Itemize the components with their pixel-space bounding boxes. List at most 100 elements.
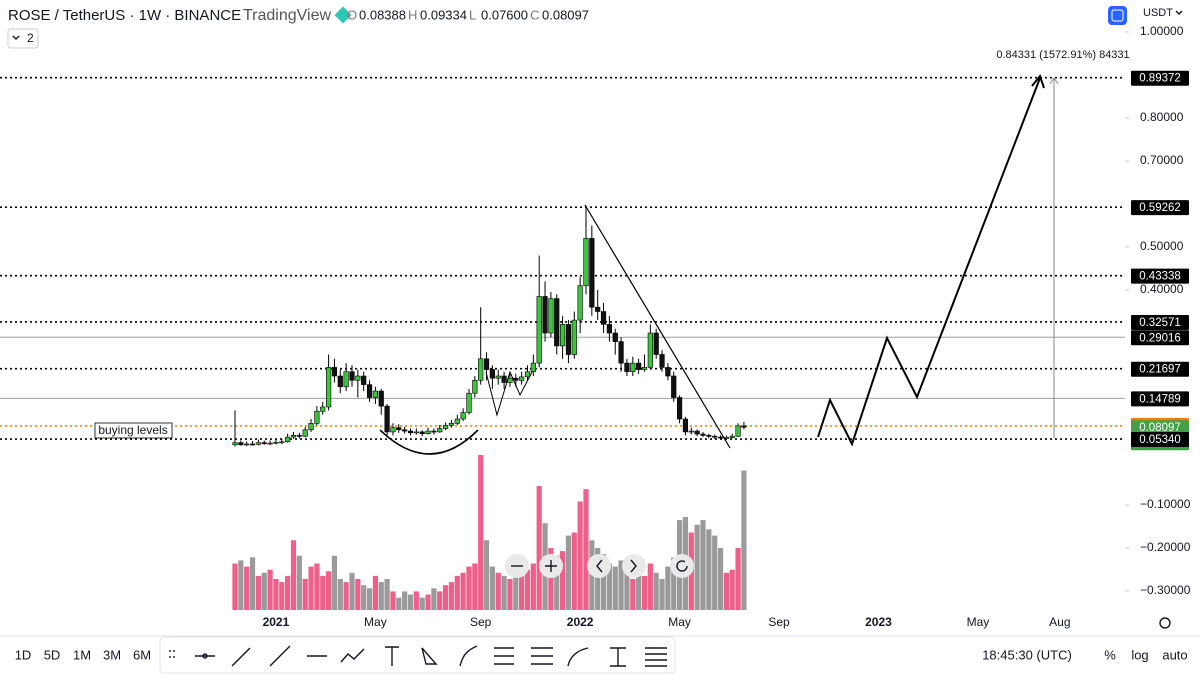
volume-bar (524, 569, 531, 610)
candle-body (676, 397, 683, 420)
tool-more[interactable] (645, 647, 667, 667)
volume-bar (478, 455, 484, 610)
volume-bar (595, 548, 601, 610)
x-tick-label: Aug (1049, 615, 1070, 629)
candle-body (261, 442, 267, 444)
compare-button[interactable] (1108, 6, 1127, 25)
candle-body (630, 362, 636, 373)
candle-body (513, 377, 519, 381)
tool-measure[interactable] (610, 647, 626, 667)
brand: TradingView (243, 7, 331, 24)
volume-bar (355, 579, 361, 610)
x-tick-label: May (668, 615, 691, 629)
tool-gann[interactable] (531, 647, 553, 665)
volume-bar (729, 569, 735, 610)
scale-button[interactable]: log (1131, 647, 1148, 662)
tool-curve[interactable] (459, 645, 478, 667)
tool-triangle[interactable] (421, 647, 438, 665)
x-tick-label: 2023 (865, 615, 892, 629)
volume-bar (419, 597, 425, 610)
y-tick-label: 1.00000 (1140, 24, 1184, 38)
tool-trendline[interactable] (269, 645, 291, 667)
tool-path[interactable] (340, 648, 365, 663)
candle-body (442, 425, 449, 429)
drawing-tools (169, 645, 667, 667)
candle-body (519, 376, 525, 381)
volume-bar (366, 588, 373, 610)
candle-body (583, 238, 589, 287)
volume-bar (431, 588, 437, 610)
volume-bar (571, 532, 577, 610)
volume-bar (723, 572, 729, 610)
level-label: 0.89372 (1139, 73, 1181, 85)
reset-icon (676, 560, 688, 572)
chip-chevron (12, 35, 20, 40)
scroll-left[interactable] (587, 554, 611, 578)
level-label-box (1131, 200, 1189, 216)
y-tick-label: −0.10000 (1140, 497, 1191, 511)
scale-button[interactable]: auto (1162, 647, 1187, 662)
volume-bar (285, 575, 291, 610)
candle-body (337, 375, 343, 388)
volume-bar (536, 486, 542, 610)
y-tick-label: −0.20000 (1140, 540, 1191, 554)
volume-bar (472, 563, 478, 610)
level-label: 0.29016 (1139, 332, 1181, 344)
timeframe-button[interactable]: 3M (103, 647, 121, 662)
timeframe-button[interactable]: 1D (15, 647, 32, 662)
candle-body (267, 442, 273, 445)
candle-body (694, 430, 700, 435)
tool-pattern[interactable] (567, 647, 589, 667)
volume-bar (507, 579, 513, 610)
candle-body (536, 296, 542, 364)
timeframe-button[interactable]: 5D (44, 647, 61, 662)
tool-text[interactable] (385, 646, 399, 666)
candle-body (448, 423, 455, 426)
volume-bar (717, 548, 724, 610)
candle-body (530, 362, 536, 373)
timeframe-button[interactable]: 6M (133, 647, 151, 662)
volume-bar (361, 585, 367, 610)
x-tick-label: 2022 (567, 615, 594, 629)
candle-body (273, 441, 279, 444)
x-tick-label: May (967, 615, 990, 629)
candle-body (314, 410, 320, 424)
scale-button[interactable]: % (1104, 647, 1116, 662)
candle-body (460, 412, 466, 420)
scroll-right[interactable] (622, 554, 646, 578)
volume-bar (554, 555, 560, 610)
candle-body (425, 430, 431, 434)
candle-body (636, 362, 642, 370)
candle-body (384, 405, 390, 433)
volume-bar (302, 579, 308, 610)
volume-bar (425, 594, 431, 610)
volume-bar (290, 540, 297, 610)
candle-body (343, 371, 349, 388)
candle-body (308, 423, 314, 431)
volume-bar (559, 551, 566, 610)
volume-bar (612, 566, 618, 610)
volume-bar (384, 579, 390, 610)
reset-view[interactable] (670, 554, 694, 578)
zoom-in-icon (545, 560, 557, 572)
volume-bar (671, 557, 677, 610)
timeframe-button[interactable]: 1M (73, 647, 91, 662)
projection-arrow (1031, 73, 1045, 89)
tool-fib[interactable] (494, 647, 514, 665)
settings-gear[interactable] (1159, 617, 1171, 629)
buying-levels: buying levels (98, 423, 167, 437)
volume-bar (279, 582, 285, 610)
candle-body (501, 375, 507, 383)
candle-body (495, 375, 501, 379)
tool-brush[interactable] (231, 647, 251, 667)
candle-body (524, 371, 531, 378)
volume-bar (402, 591, 408, 610)
clock: 18:45:30 (UTC) (982, 647, 1072, 662)
tool-ray[interactable] (195, 653, 215, 659)
indicator-chip[interactable] (7, 28, 39, 49)
volume-bar (565, 535, 572, 610)
candle-body (413, 431, 419, 434)
volume-bar (349, 572, 355, 610)
volume-bar (372, 575, 378, 610)
volume-bar (314, 563, 320, 610)
